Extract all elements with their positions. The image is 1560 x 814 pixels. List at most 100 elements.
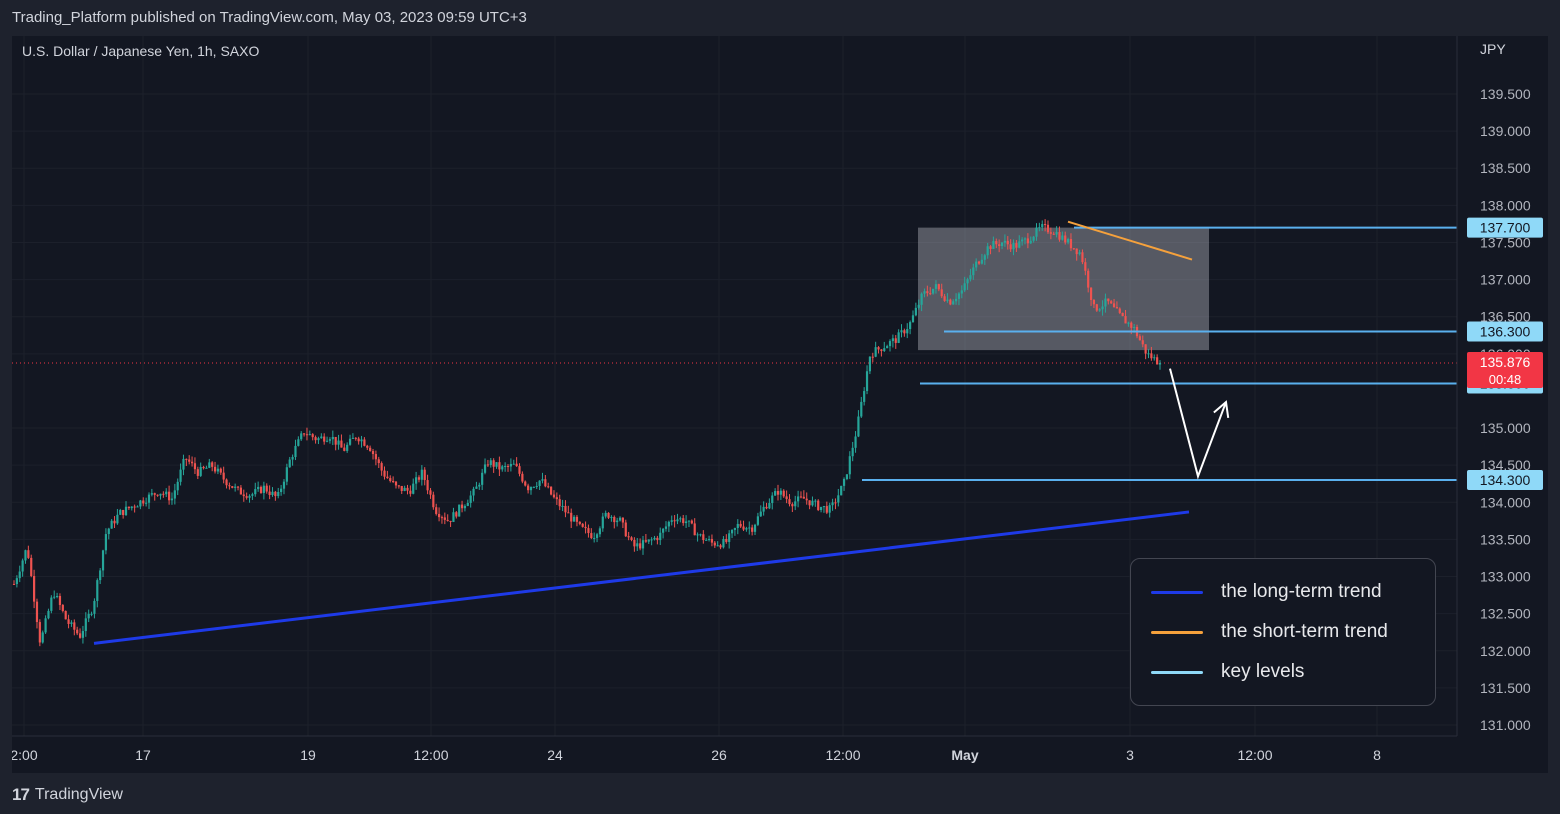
candle-body (690, 520, 693, 524)
candle-body (587, 528, 590, 534)
candle-body (1112, 303, 1116, 308)
candle-body (512, 463, 515, 465)
candle-body (802, 496, 805, 499)
candle-body (12, 583, 16, 585)
price-tick-label: 137.500 (1480, 234, 1531, 250)
candle-body (432, 494, 435, 508)
price-tick-label: 131.000 (1480, 717, 1531, 733)
currency-label: JPY (1480, 41, 1506, 57)
candle-body (348, 438, 352, 445)
candle-body (969, 275, 972, 280)
candle-body (900, 330, 903, 333)
candle-body (35, 601, 39, 623)
candle-body (119, 509, 122, 515)
candle-body (374, 454, 377, 460)
candle-body (475, 486, 478, 489)
candle-body (320, 436, 323, 439)
candle-body (995, 241, 998, 245)
tradingview-footer[interactable]: 17 TradingView (12, 784, 123, 806)
candle-body (265, 485, 268, 492)
candle-body (1066, 239, 1070, 243)
candle-body (412, 483, 415, 494)
candle-body (257, 486, 260, 490)
candle-body (455, 512, 458, 517)
candle-body (552, 494, 556, 498)
candle-body (831, 502, 834, 506)
candle-body (524, 481, 527, 486)
candle-body (130, 506, 133, 509)
candle-body (662, 528, 665, 533)
price-chart[interactable]: 131.000 131.500 132.000 132.500 133.000 133.5… (12, 36, 1548, 773)
candle-body (458, 504, 461, 517)
candle-body (1144, 344, 1147, 354)
candle-body (277, 492, 280, 497)
candle-body (1104, 298, 1107, 307)
candle-body (81, 631, 85, 638)
candle-body (736, 523, 739, 529)
candle-body (871, 356, 874, 358)
price-tick-label: 133.500 (1480, 531, 1531, 547)
candle-body (699, 534, 702, 536)
candle-body (317, 438, 320, 441)
candle-body (713, 542, 716, 546)
candle-body (940, 289, 943, 297)
candle-body (429, 490, 432, 495)
candle-body (64, 611, 67, 620)
candle-body (202, 466, 205, 469)
price-tick-label: 132.000 (1480, 643, 1531, 659)
candle-body (24, 550, 27, 561)
candle-body (400, 485, 403, 491)
tradingview-logo-icon: 17 (12, 785, 30, 804)
candle-body (133, 506, 136, 508)
candle-body (989, 246, 992, 249)
candle-body (774, 491, 777, 496)
candle-body (122, 509, 125, 516)
candle-body (78, 633, 82, 638)
candle-body (1052, 233, 1055, 235)
candle-body (607, 512, 610, 518)
candle-body (633, 539, 636, 547)
candle-body (911, 315, 915, 323)
candle-body (509, 463, 512, 467)
candle-body (334, 436, 337, 445)
candle-body (231, 486, 234, 488)
candle-body (1147, 353, 1150, 355)
candle-body (883, 348, 886, 352)
candle-body (756, 516, 759, 525)
candle-body (369, 447, 372, 452)
chart-area[interactable]: 131.000 131.500 132.000 132.500 133.000 133.5… (12, 36, 1548, 773)
candle-body (1012, 243, 1015, 250)
candle-body (262, 485, 265, 493)
price-tick-label: 138.500 (1480, 160, 1531, 176)
candle-body (532, 486, 535, 488)
legend-box: the long-term trend the short-term trend… (1130, 558, 1436, 706)
candle-body (340, 440, 343, 448)
candle-body (1064, 235, 1067, 243)
candle-body (647, 539, 650, 542)
candle-body (710, 539, 714, 543)
candle-body (179, 469, 182, 482)
candle-body (863, 391, 866, 402)
candle-body (630, 537, 633, 540)
candle-body (954, 298, 958, 302)
candle-body (653, 537, 656, 540)
candle-body (366, 445, 369, 448)
candle-body (1023, 238, 1027, 240)
candle-body (110, 520, 113, 529)
candle-body (837, 495, 840, 503)
candle-body (1124, 316, 1127, 324)
candle-body (285, 467, 288, 482)
candle-body (980, 259, 984, 264)
candle-body (302, 433, 306, 435)
candle-body (44, 618, 47, 633)
candle-body (555, 497, 558, 500)
candle-body (1032, 236, 1035, 241)
candle-body (196, 469, 199, 476)
candle-body (392, 481, 395, 483)
candle-body (926, 291, 929, 294)
candle-body (728, 533, 731, 542)
candle-body (61, 604, 64, 612)
candle-body (1098, 309, 1101, 311)
candle-body (865, 371, 869, 392)
key-level-badge (1467, 321, 1543, 342)
